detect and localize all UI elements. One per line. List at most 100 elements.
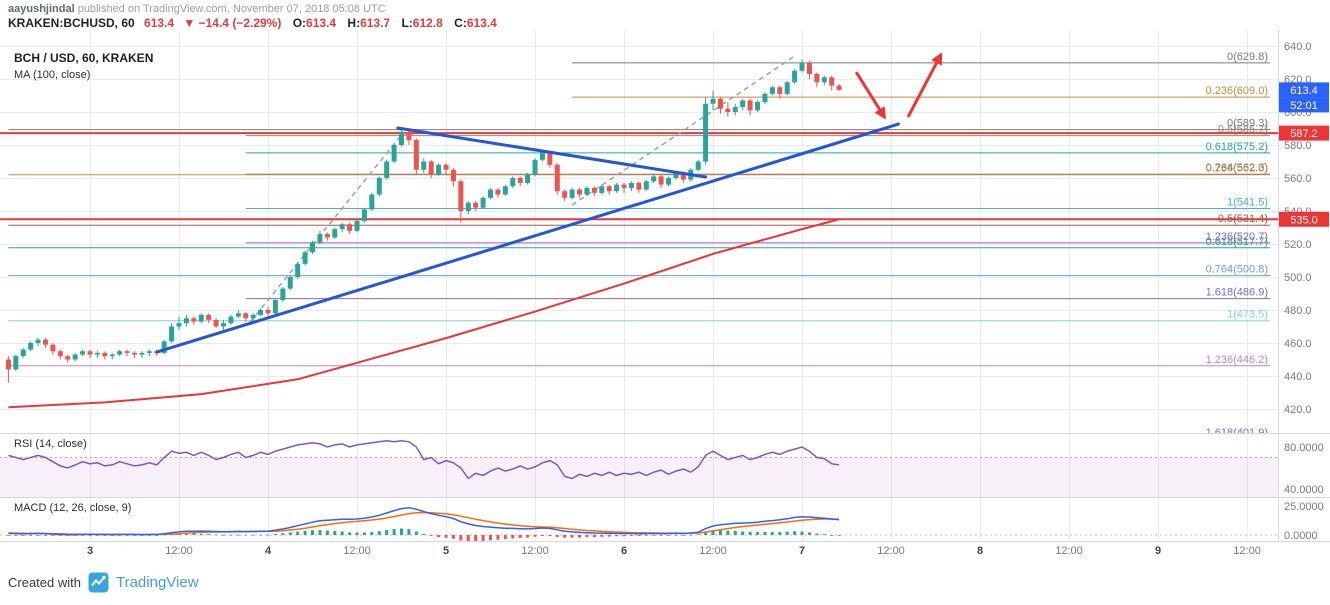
macd-histogram-bar xyxy=(615,535,619,537)
candle xyxy=(695,161,701,170)
rsi-legend: RSI (14, close) xyxy=(14,438,87,450)
candle xyxy=(221,323,227,327)
svg-text:52:01: 52:01 xyxy=(1290,100,1318,112)
candle xyxy=(636,182,642,190)
candle xyxy=(755,102,761,111)
candle xyxy=(539,153,545,160)
candle xyxy=(458,181,464,211)
rsi-tick-label: 40.0000 xyxy=(1284,484,1324,496)
pane-separators xyxy=(0,30,1330,542)
macd-histogram-bar xyxy=(696,534,700,536)
time-tick-label: 4 xyxy=(265,545,272,557)
candles xyxy=(5,59,842,383)
macd-histogram-bar xyxy=(36,535,40,536)
candle xyxy=(599,186,605,193)
candle xyxy=(258,310,264,315)
price-axis: 640.0620.0600.0580.0560.0540.0520.0500.0… xyxy=(1284,41,1324,542)
tradingview-wordmark[interactable]: TradingView xyxy=(115,574,199,591)
candle xyxy=(183,318,189,324)
macd-histogram-bar xyxy=(704,531,708,535)
fib-level-label: 1.618(401.9) xyxy=(1206,427,1268,439)
macd-histogram-bar xyxy=(184,533,188,535)
macd-histogram-bar xyxy=(652,535,656,536)
time-tick-label: 12:00 xyxy=(165,545,193,557)
macd-histogram-bar xyxy=(236,534,240,536)
candle xyxy=(198,314,204,322)
macd-histogram-bar xyxy=(563,535,567,538)
candle xyxy=(621,184,627,188)
candle xyxy=(124,351,130,353)
macd-histogram-bar xyxy=(155,535,159,536)
candle xyxy=(399,131,405,145)
candle xyxy=(206,314,212,320)
macd-histogram-bar xyxy=(659,535,663,536)
legend-layer: BCH / USD, 60, KRAKEN MA (100, close) RS… xyxy=(14,51,153,514)
candle xyxy=(339,224,345,230)
candle xyxy=(213,319,219,327)
macd-histogram-bar xyxy=(585,535,589,538)
candle xyxy=(428,161,434,175)
candle xyxy=(250,314,256,319)
macd-histogram-bar xyxy=(763,531,767,535)
arrow-annotation xyxy=(854,71,886,120)
candle xyxy=(465,202,471,211)
rsi-tick-label: 80.0000 xyxy=(1284,442,1324,454)
symbol-bar: KRAKEN:BCHUSD, 60 613.4 ▼ −14.4 (−2.29%)… xyxy=(8,16,497,30)
candle xyxy=(228,316,234,324)
macd-histogram-bar xyxy=(81,535,85,536)
candle xyxy=(651,176,657,182)
candle xyxy=(769,87,775,94)
macd-histogram-bar xyxy=(778,531,782,535)
price-tick-label: 560.0 xyxy=(1284,173,1312,185)
candle xyxy=(577,189,583,195)
macd-histogram-bar xyxy=(629,535,633,536)
candle xyxy=(109,354,115,357)
candle xyxy=(287,277,293,289)
macd-histogram-bar xyxy=(548,535,552,537)
candle xyxy=(391,145,397,162)
tradingview-logo[interactable] xyxy=(88,572,109,593)
macd-histogram-bar xyxy=(251,534,255,536)
candle xyxy=(361,209,367,221)
ohlc-low: L:612.8 xyxy=(401,16,443,30)
macd-histogram-bar xyxy=(733,530,737,535)
price-tick-label: 440.0 xyxy=(1284,371,1312,383)
macd-histogram-bar xyxy=(207,534,211,535)
macd-histogram-bar xyxy=(6,535,10,536)
macd-histogram-bar xyxy=(377,531,381,535)
macd-tick-label: 25.0000 xyxy=(1284,501,1324,513)
macd-histogram-bar xyxy=(637,535,641,536)
candle xyxy=(562,191,568,198)
macd-histogram-bar xyxy=(370,531,374,535)
svg-text:535.0: 535.0 xyxy=(1290,214,1318,226)
ohlc-close: C:613.4 xyxy=(454,16,497,30)
time-tick-label: 3 xyxy=(87,545,93,557)
macd-histogram-bar xyxy=(414,531,418,535)
drawn-trendline xyxy=(396,126,708,179)
candle xyxy=(80,351,86,355)
candle xyxy=(717,98,723,109)
candle xyxy=(421,161,427,170)
time-tick-label: 7 xyxy=(799,545,805,557)
candle xyxy=(302,252,308,264)
candle xyxy=(272,300,278,314)
macd-histogram-bar xyxy=(451,535,455,539)
macd-histogram-bar xyxy=(830,535,834,536)
fib-level-label: 0(589.3) xyxy=(1227,118,1268,130)
fib-level-label: 0.618(575.2) xyxy=(1206,141,1268,153)
time-tick-label: 12:00 xyxy=(1055,545,1083,557)
macd-histogram-bar xyxy=(459,535,463,541)
last-price-badge: 613.4 xyxy=(1279,82,1329,98)
macd-histogram-bar xyxy=(741,531,745,535)
macd-histogram-bar xyxy=(222,534,226,536)
time-tick-label: 12:00 xyxy=(521,545,549,557)
fib-level-label: 0.764(500.8) xyxy=(1206,264,1268,276)
fib-level-label: 0.764(562.3) xyxy=(1206,162,1268,174)
candle xyxy=(406,131,412,141)
candle xyxy=(235,313,241,317)
macd-signal-line xyxy=(8,511,840,536)
candle xyxy=(413,140,419,170)
candle xyxy=(243,313,249,319)
ohlc-open: O:613.4 xyxy=(292,16,337,30)
